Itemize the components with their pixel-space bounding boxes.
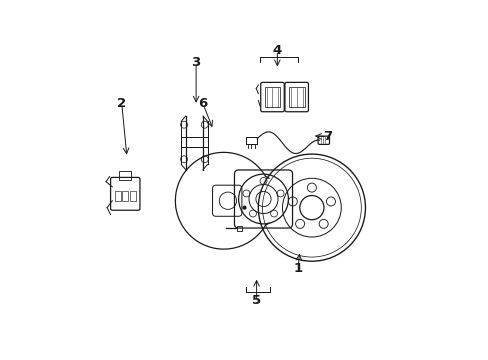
Text: 4: 4 bbox=[272, 44, 282, 57]
Bar bbox=[129, 191, 136, 201]
Bar bbox=[122, 191, 128, 201]
Text: 2: 2 bbox=[117, 98, 126, 111]
Bar bbox=[236, 226, 242, 231]
Bar bbox=[246, 137, 257, 144]
Text: 1: 1 bbox=[293, 262, 302, 275]
Circle shape bbox=[243, 206, 245, 209]
Bar bbox=[114, 191, 121, 201]
Text: 3: 3 bbox=[191, 56, 201, 69]
Bar bbox=[288, 87, 304, 107]
Bar bbox=[264, 87, 280, 107]
Text: 5: 5 bbox=[251, 294, 261, 307]
Text: 6: 6 bbox=[198, 98, 207, 111]
Text: 7: 7 bbox=[322, 130, 331, 143]
Bar bbox=[119, 171, 131, 180]
